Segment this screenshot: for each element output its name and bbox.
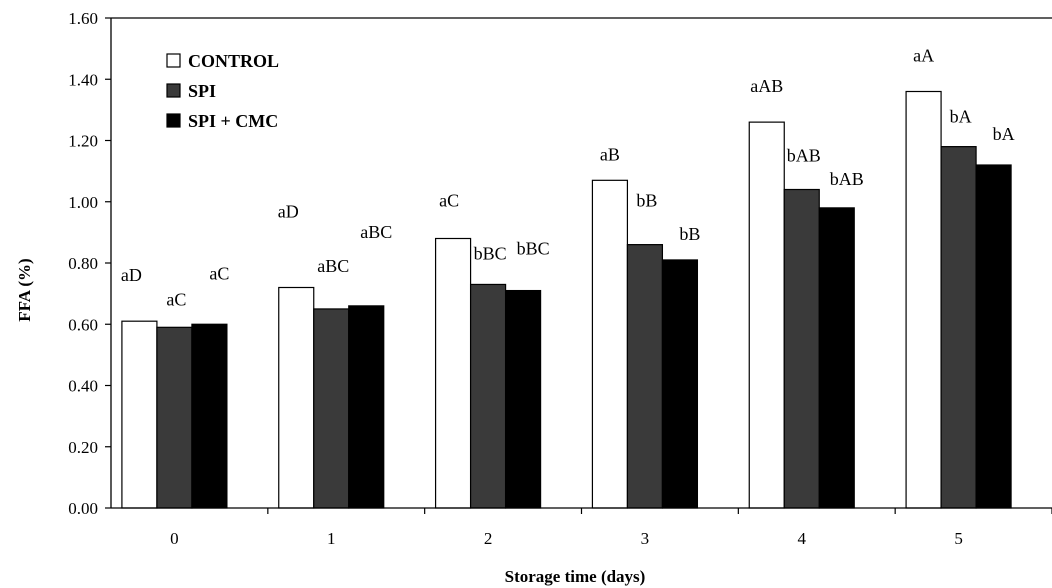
x-axis-ticks: 0 1 2 3 4 5 [170,508,1052,548]
y-tick-label: 1.60 [68,9,98,28]
bar-spi-cmc [818,207,855,509]
bar-spi [156,326,193,509]
bar-control [278,286,315,509]
bar-control [748,121,785,509]
y-tick-label: 0.40 [68,377,98,396]
significance-label: bAB [787,146,821,166]
legend-label: CONTROL [188,51,279,71]
significance-label: bA [993,124,1015,144]
y-axis-ticks: 0.00 0.20 0.40 0.60 0.80 1.00 1.20 1.40 1.60 [68,9,111,518]
significance-label: bA [950,107,972,127]
x-tick-label: 3 [641,529,650,548]
legend-label: SPI [188,81,216,101]
significance-label: aA [913,46,934,66]
bar-control [905,90,942,509]
legend-swatch [166,83,181,98]
x-tick-label: 5 [954,529,963,548]
y-tick-label: 0.60 [68,315,98,334]
y-tick-label: 1.20 [68,132,98,151]
bar-control [591,179,629,509]
bar-spi-cmc [504,289,542,509]
data-labels: aD aC aC aD aBC aBC aC bBC bBC aB bB bB aAB bAB bAB aA b… [121,46,1015,310]
bar-spi [313,308,350,509]
significance-label: aB [600,144,620,164]
bar-spi-cmc [661,259,699,509]
significance-label: aC [166,289,186,309]
bar-spi [469,283,507,509]
x-tick-label: 1 [327,529,336,548]
significance-label: bBC [517,239,550,259]
significance-label: aAB [750,76,783,96]
y-axis-title: FFA (%) [15,258,34,321]
x-tick-label: 0 [170,529,179,548]
significance-label: aD [121,265,142,285]
significance-label: bBC [474,243,507,263]
bar-spi [626,244,664,509]
significance-label: bB [679,224,700,244]
y-tick-label: 0.80 [68,254,98,273]
significance-label: aC [439,191,459,211]
significance-label: aBC [317,256,349,276]
significance-label: aC [209,263,229,283]
legend-swatch [166,53,181,68]
y-tick-label: 1.40 [68,70,98,89]
legend-label: SPI + CMC [188,111,278,131]
y-tick-label: 0.20 [68,438,98,457]
bars [121,90,1012,509]
bar-control [434,237,472,509]
legend: CONTROL SPI SPI + CMC [166,51,279,131]
x-axis-title: Storage time (days) [505,567,646,586]
significance-label: aD [278,202,299,222]
bar-spi [783,188,820,509]
bar-spi-cmc [975,164,1012,509]
legend-swatch [166,113,181,128]
significance-label: bB [636,191,657,211]
bar-spi-cmc [191,323,228,509]
bar-spi [940,146,977,509]
bar-control [121,320,158,509]
y-tick-label: 0.00 [68,499,98,518]
x-tick-label: 2 [484,529,493,548]
x-tick-label: 4 [798,529,807,548]
significance-label: aBC [360,222,392,242]
significance-label: bAB [830,169,864,189]
y-tick-label: 1.00 [68,193,98,212]
bar-spi-cmc [348,305,385,509]
